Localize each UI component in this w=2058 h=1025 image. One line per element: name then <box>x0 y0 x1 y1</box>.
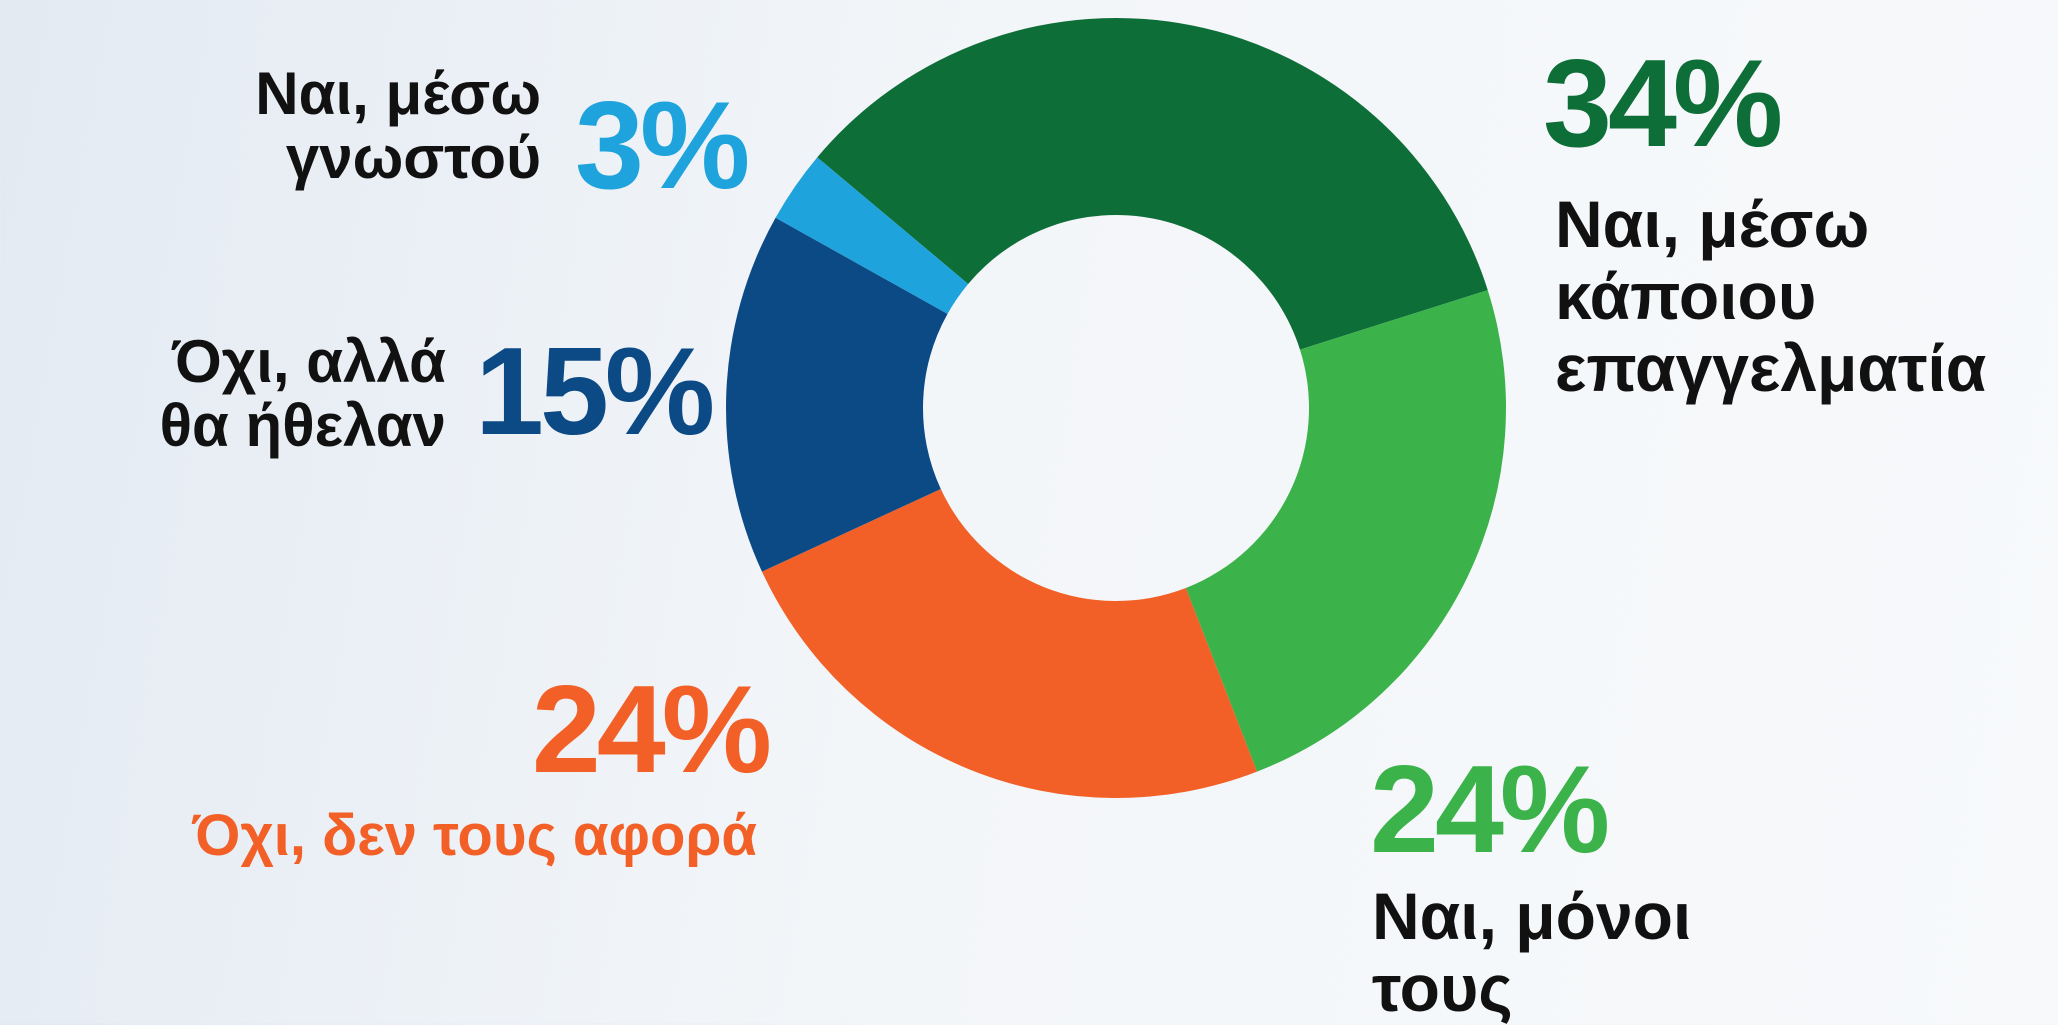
percent-label: 24% <box>531 661 772 799</box>
category-label: Όχι, αλλά θα ήθελαν <box>159 328 446 459</box>
category-label: Όχι, δεν τους αφορά <box>192 803 757 868</box>
donut-segment <box>1185 290 1506 772</box>
percent-label: 15% <box>475 323 715 461</box>
donut-segment <box>775 157 969 314</box>
category-label: Ναι, μέσω γνωστού <box>255 60 541 191</box>
percent-label: 24% <box>1370 741 1610 879</box>
donut-segment <box>817 18 1488 350</box>
percent-label: 3% <box>575 77 750 215</box>
percent-label: 34% <box>1543 35 1783 173</box>
category-label: Ναι, μέσω κάποιου επαγγελματία <box>1555 187 1987 405</box>
category-label: Ναι, μόνοι τους <box>1372 879 1692 1025</box>
donut-segment <box>726 217 948 572</box>
donut-segment <box>761 488 1258 798</box>
